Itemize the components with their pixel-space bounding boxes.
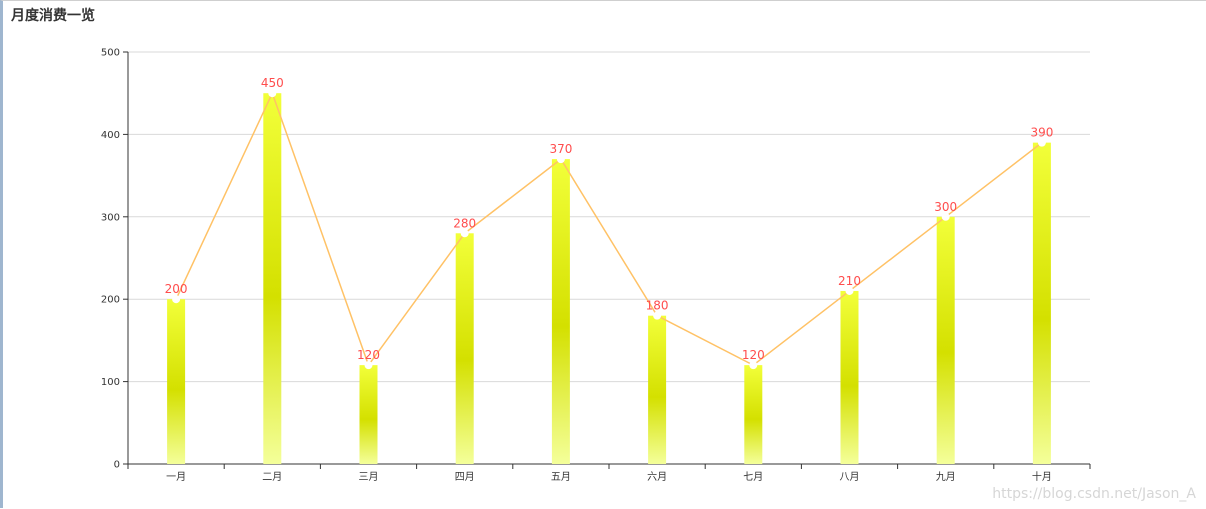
data-label: 120 xyxy=(742,348,765,362)
bar xyxy=(167,299,186,464)
chart-title: 月度消费一览 xyxy=(11,8,95,24)
data-label: 390 xyxy=(1030,126,1053,140)
data-point xyxy=(172,295,181,304)
data-labels: 200 450 120 280 370 180 120 210 300 390 xyxy=(165,76,1054,362)
data-point xyxy=(556,155,565,164)
bar xyxy=(551,159,570,464)
data-label: 210 xyxy=(838,274,861,288)
x-tick-label: 十月 xyxy=(1032,470,1052,483)
data-label: 120 xyxy=(357,348,380,362)
bar xyxy=(359,365,378,464)
bars xyxy=(167,93,1051,464)
bar xyxy=(1032,142,1051,464)
bar xyxy=(263,93,282,464)
grid-lines xyxy=(128,51,1090,383)
bar xyxy=(936,216,955,464)
x-tick-label: 三月 xyxy=(359,471,379,483)
y-tick-label: 200 xyxy=(101,295,120,306)
x-tick-label: 九月 xyxy=(936,471,956,483)
data-point xyxy=(364,361,373,370)
y-tick-label: 100 xyxy=(101,377,120,388)
trend-line-path xyxy=(175,91,1043,367)
data-label: 180 xyxy=(646,299,669,313)
x-tick-label: 一月 xyxy=(166,471,186,483)
x-tick-label: 六月 xyxy=(647,471,667,483)
bar-line-chart: 0 100 200 300 400 500 一月 二月 三月 四月 五月 六月 七月 八月 九月 十月 200… xyxy=(101,48,1091,483)
x-tick-label: 五月 xyxy=(551,471,571,483)
axes: 0 100 200 300 400 500 一月 二月 三月 四月 五月 六月 七月 八月 九月 十月 xyxy=(101,48,1091,483)
data-label: 450 xyxy=(261,76,284,90)
data-label: 200 xyxy=(165,282,188,296)
bar xyxy=(648,315,667,464)
y-tick-label: 400 xyxy=(101,130,120,141)
bar xyxy=(455,233,474,464)
bar xyxy=(744,365,763,464)
data-label: 300 xyxy=(934,200,957,214)
data-point xyxy=(749,361,758,370)
x-tick-label: 四月 xyxy=(455,471,475,483)
trend-line xyxy=(172,89,1046,370)
data-point xyxy=(460,229,469,238)
data-point xyxy=(653,311,662,320)
data-point xyxy=(268,89,277,98)
data-point xyxy=(941,212,950,221)
watermark: https://blog.csdn.net/Jason_A xyxy=(992,486,1196,502)
y-tick-label: 0 xyxy=(114,460,120,471)
y-tick-label: 500 xyxy=(101,48,120,59)
x-tick-label: 七月 xyxy=(743,471,763,483)
data-label: 370 xyxy=(549,142,572,156)
data-label: 280 xyxy=(453,216,476,230)
x-tick-label: 八月 xyxy=(840,471,860,483)
data-point xyxy=(845,286,854,295)
x-tick-label: 二月 xyxy=(262,471,282,483)
y-tick-label: 300 xyxy=(101,212,120,223)
data-point xyxy=(1037,138,1046,147)
bar xyxy=(840,290,859,464)
